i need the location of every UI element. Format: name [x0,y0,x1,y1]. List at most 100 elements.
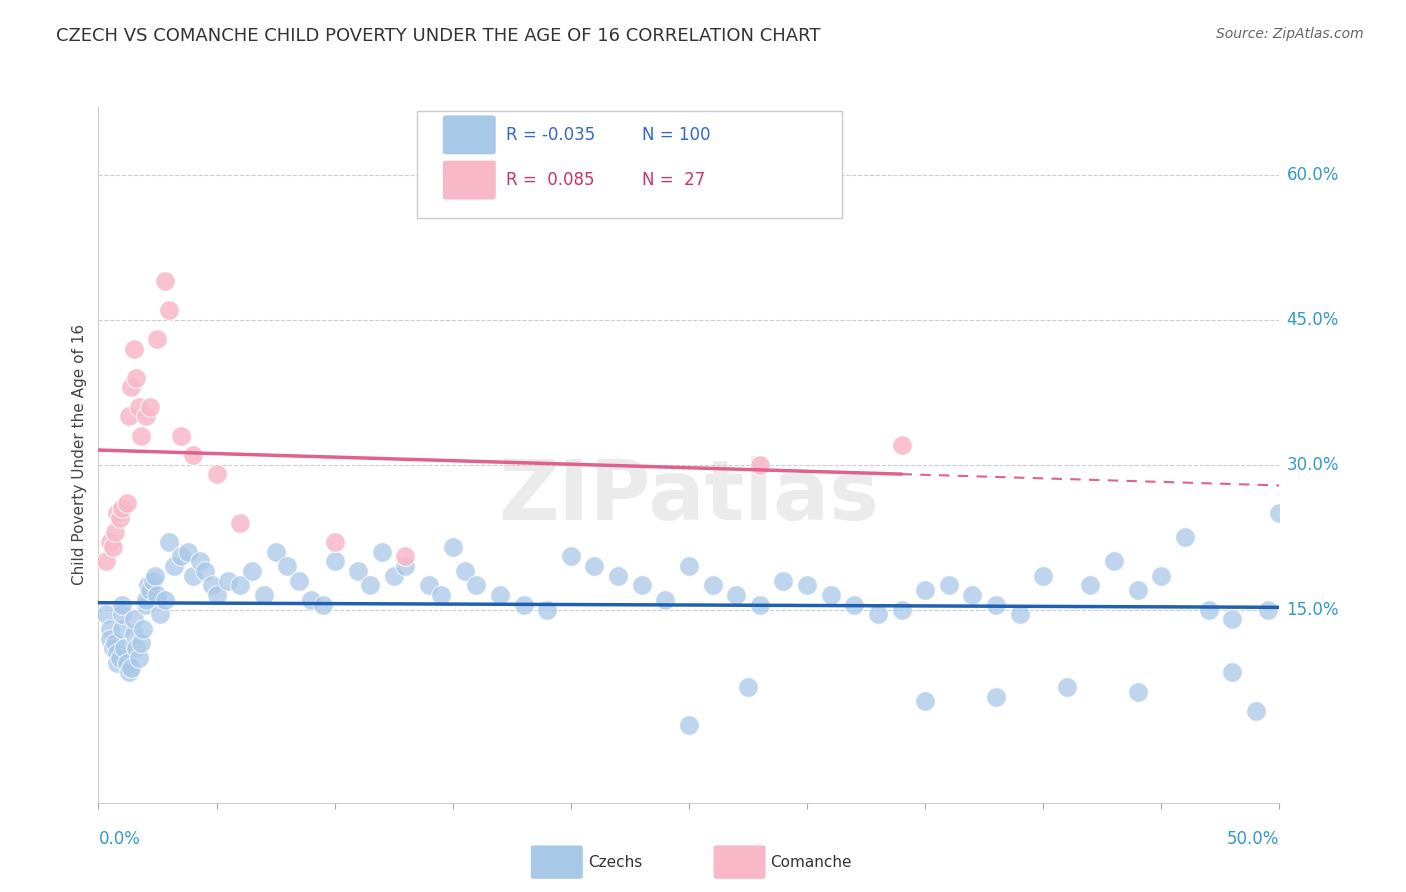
Text: Czechs: Czechs [588,855,643,870]
Point [536,602,558,616]
Point [1220,665,1243,680]
Point [135,409,157,424]
Text: N =  27: N = 27 [641,171,704,189]
Point [962,588,984,602]
Point [1008,607,1031,622]
Point [725,588,748,602]
Point [153,274,176,288]
Point [430,588,453,602]
Point [312,598,335,612]
Text: Source: ZipAtlas.com: Source: ZipAtlas.com [1216,27,1364,41]
Point [146,332,169,346]
Text: 60.0%: 60.0% [1286,166,1339,184]
Point [914,694,936,708]
Point [796,578,818,592]
Point [118,665,141,680]
Point [129,636,152,650]
Point [737,680,759,694]
Text: R = -0.035: R = -0.035 [506,126,595,144]
Point [101,540,124,554]
Point [201,578,224,592]
Text: 15.0%: 15.0% [1286,600,1339,618]
Point [276,559,298,574]
Point [163,559,186,574]
Point [938,578,960,592]
Point [323,535,346,549]
Point [153,592,176,607]
Point [111,622,134,636]
Text: ZIPatlas: ZIPatlas [499,456,879,537]
Point [129,428,152,442]
Point [105,656,128,670]
Point [122,612,145,626]
Point [98,632,121,646]
Point [866,607,889,622]
Point [122,342,145,356]
Point [264,544,287,558]
Point [135,598,157,612]
Point [94,554,117,568]
Point [229,516,252,530]
Point [188,554,211,568]
Point [139,583,162,598]
Point [1126,684,1149,698]
Point [371,544,394,558]
Point [1257,602,1279,616]
Point [702,578,724,592]
Point [1150,568,1173,582]
Point [382,568,405,582]
Point [1198,602,1220,616]
Point [465,578,488,592]
Point [108,651,131,665]
Point [583,559,606,574]
Point [772,574,794,588]
Point [512,598,534,612]
Point [914,583,936,598]
Point [323,554,346,568]
Point [157,535,180,549]
Point [125,641,148,656]
Point [143,568,166,582]
Point [560,549,582,564]
Point [118,409,141,424]
Point [654,592,676,607]
Point [240,564,263,578]
Point [170,549,193,564]
Point [121,380,143,394]
Point [678,559,700,574]
Point [217,574,239,588]
Point [1268,506,1291,520]
Text: 0.0%: 0.0% [98,830,141,847]
Point [489,588,512,602]
Text: Comanche: Comanche [770,855,852,870]
Point [111,598,134,612]
FancyBboxPatch shape [441,160,496,201]
Point [418,578,440,592]
Text: 50.0%: 50.0% [1227,830,1279,847]
Point [1032,568,1054,582]
Text: 30.0%: 30.0% [1286,456,1339,474]
Point [229,578,252,592]
FancyBboxPatch shape [418,111,842,219]
Point [104,525,127,540]
Point [121,660,143,674]
Point [146,588,169,602]
Point [170,428,193,442]
Point [607,568,630,582]
Point [1174,530,1197,544]
Point [253,588,276,602]
Point [288,574,311,588]
Point [125,370,148,384]
Point [132,622,155,636]
Text: CZECH VS COMANCHE CHILD POVERTY UNDER THE AGE OF 16 CORRELATION CHART: CZECH VS COMANCHE CHILD POVERTY UNDER TH… [56,27,821,45]
Point [890,602,912,616]
Point [1080,578,1102,592]
Point [157,303,180,318]
Point [128,651,150,665]
Point [844,598,866,612]
Point [1102,554,1125,568]
Point [115,496,138,510]
Point [194,564,217,578]
Y-axis label: Child Poverty Under the Age of 16: Child Poverty Under the Age of 16 [72,325,87,585]
Point [181,568,204,582]
